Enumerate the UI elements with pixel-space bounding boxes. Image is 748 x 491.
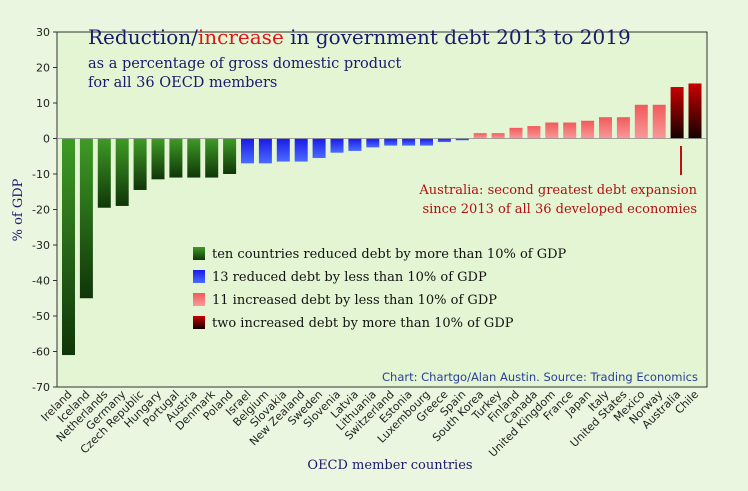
bar-japan bbox=[581, 120, 595, 139]
bar-turkey bbox=[491, 133, 505, 139]
y-tick-label: 0 bbox=[43, 133, 50, 146]
legend-swatch bbox=[193, 293, 205, 306]
y-tick-label: -50 bbox=[32, 310, 50, 323]
bar-czech-republic bbox=[133, 138, 147, 190]
chart-title-highlight: increase bbox=[198, 25, 284, 49]
bars bbox=[62, 83, 702, 356]
source-note: Chart: Chartgo/Alan Austin. Source: Trad… bbox=[382, 370, 698, 384]
annotation-line1: Australia: second greatest debt expansio… bbox=[418, 183, 697, 198]
y-tick-label: -30 bbox=[32, 239, 50, 252]
y-tick-label: -40 bbox=[32, 275, 50, 288]
bar-austria bbox=[187, 138, 201, 178]
y-tick-label: -70 bbox=[32, 381, 50, 394]
bar-chile bbox=[688, 83, 702, 139]
bar-belgium bbox=[258, 138, 272, 164]
legend-label: 11 increased debt by less than 10% of GD… bbox=[212, 293, 497, 308]
bar-canada bbox=[527, 126, 541, 139]
bar-united-states bbox=[616, 117, 630, 139]
y-tick-label: -10 bbox=[32, 168, 50, 181]
legend-swatch bbox=[193, 316, 205, 329]
y-tick-label: 10 bbox=[36, 97, 50, 110]
bar-new-zealand bbox=[294, 138, 308, 162]
bar-france bbox=[563, 122, 577, 139]
bar-italy bbox=[599, 117, 612, 139]
bar-denmark bbox=[205, 138, 219, 178]
bar-finland bbox=[509, 127, 523, 139]
y-tick-label: -60 bbox=[32, 346, 50, 359]
bar-switzerland bbox=[384, 138, 398, 146]
bar-slovakia bbox=[276, 138, 290, 162]
bar-sweden bbox=[312, 138, 326, 159]
annotation-line2: since 2013 of all 36 developed economies bbox=[422, 202, 697, 217]
chart-title-part1: Reduction/ bbox=[88, 25, 198, 49]
chart-subtitle-line2: for all 36 OECD members bbox=[88, 75, 277, 91]
y-axis-label: % of GDP bbox=[11, 178, 26, 241]
y-tick-label: 20 bbox=[36, 62, 50, 75]
bar-netherlands bbox=[97, 138, 111, 208]
plot-area bbox=[56, 31, 708, 388]
x-axis-label: OECD member countries bbox=[307, 458, 472, 473]
chart-title-part2: in government debt 2013 to 2019 bbox=[284, 25, 631, 49]
bar-spain bbox=[455, 138, 469, 141]
chart-subtitle-line1: as a percentage of gross domestic produc… bbox=[88, 56, 402, 72]
bar-slovenia bbox=[330, 138, 344, 153]
bar-iceland bbox=[79, 138, 93, 299]
bar-greece bbox=[437, 138, 451, 143]
bar-norway bbox=[652, 104, 666, 139]
bar-israel bbox=[241, 138, 254, 164]
y-tick-label: 30 bbox=[36, 26, 50, 39]
y-tick-label: -20 bbox=[32, 204, 50, 217]
bar-estonia bbox=[402, 138, 416, 146]
bar-poland bbox=[223, 138, 237, 174]
legend-label: 13 reduced debt by less than 10% of GDP bbox=[212, 270, 487, 285]
bar-hungary bbox=[151, 138, 165, 180]
bar-south-korea bbox=[473, 133, 487, 139]
bar-ireland bbox=[62, 138, 75, 356]
bar-luxembourg bbox=[420, 138, 433, 146]
bar-germany bbox=[115, 138, 129, 206]
bar-lithuania bbox=[366, 138, 380, 148]
legend: ten countries reduced debt by more than … bbox=[193, 247, 567, 331]
y-axis: -70 -60 -50 -40 -30 -20 -10 0 10 20 30 bbox=[32, 26, 57, 394]
bar-united-kingdom bbox=[545, 122, 559, 139]
legend-label: two increased debt by more than 10% of G… bbox=[212, 316, 514, 331]
bar-mexico bbox=[634, 104, 648, 139]
bar-portugal bbox=[169, 138, 183, 178]
bar-latvia bbox=[348, 138, 362, 151]
bar-australia bbox=[670, 87, 684, 139]
legend-swatch bbox=[193, 247, 205, 260]
legend-label: ten countries reduced debt by more than … bbox=[212, 247, 567, 262]
chart-title: Reduction/increase in government debt 20… bbox=[88, 25, 631, 49]
legend-swatch bbox=[193, 270, 205, 283]
